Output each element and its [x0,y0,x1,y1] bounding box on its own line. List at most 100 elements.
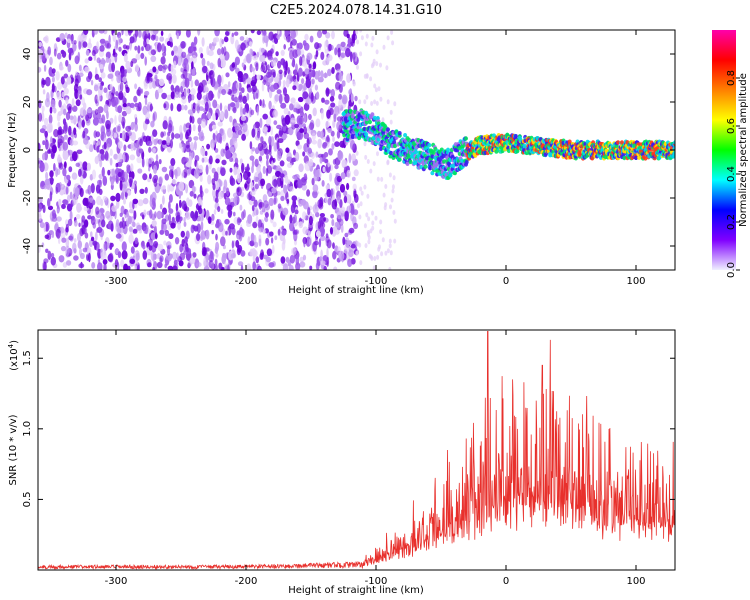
noise-point [88,252,91,263]
colorbar-tick-label: 0.2 [726,214,737,230]
noise-point [332,242,335,250]
noise-point [247,214,253,224]
noise-point [66,76,72,85]
noise-point [110,55,115,63]
noise-point [376,176,380,182]
noise-point [181,238,185,247]
noise-point [45,139,49,150]
noise-point [277,60,282,69]
noise-point [95,131,101,138]
noise-point [242,209,246,219]
noise-point [106,143,110,149]
noise-point [197,132,204,137]
noise-point [155,233,158,239]
noise-point [43,261,47,270]
noise-point [125,106,132,115]
noise-point [326,247,329,259]
noise-point [308,113,312,121]
noise-point [38,112,43,122]
noise-point [274,76,279,84]
signal-point [410,154,415,159]
noise-point [169,139,173,149]
noise-point [90,183,95,194]
noise-point [262,194,268,203]
noise-point [384,184,388,189]
noise-point [264,217,269,223]
noise-point [200,99,207,106]
signal-point [616,140,621,145]
noise-point [276,34,281,40]
noise-point [45,76,51,87]
noise-point [294,151,300,162]
noise-point [225,230,228,236]
noise-point [242,75,247,85]
noise-point [219,102,223,112]
noise-point [170,64,174,73]
noise-point [250,190,256,196]
noise-point [215,158,220,164]
noise-point [58,99,62,108]
noise-point [293,107,299,113]
noise-point [234,140,238,150]
noise-point [270,237,274,244]
noise-point [251,147,256,152]
noise-point [359,260,363,266]
noise-point [177,46,182,57]
noise-point [83,219,89,228]
noise-point [63,87,69,95]
noise-point [145,112,151,120]
noise-point [282,237,286,245]
noise-point [73,220,78,227]
noise-point [117,105,123,114]
noise-point [187,109,193,115]
noise-point [84,58,89,64]
noise-point [73,195,78,205]
noise-point [261,207,266,213]
noise-point [100,153,105,161]
noise-point [360,35,364,41]
noise-point [101,166,105,178]
noise-point [317,153,324,159]
noise-point [342,236,346,246]
noise-point [107,73,114,79]
noise-point [210,250,214,260]
noise-point [373,256,377,261]
noise-point [391,184,395,190]
noise-point [322,142,328,147]
noise-point [69,115,74,120]
noise-point [390,197,394,203]
noise-point [115,192,121,202]
noise-point [122,180,128,189]
noise-point [235,239,240,248]
noise-point [181,170,185,179]
noise-point [157,243,164,252]
noise-point [85,197,89,207]
noise-point [255,62,259,72]
noise-point [311,78,315,85]
noise-point [326,109,331,119]
colorbar-tick-label: 0.8 [726,70,737,86]
noise-point [196,105,200,114]
noise-point [177,221,181,231]
noise-point [190,88,196,96]
noise-point [81,224,86,235]
noise-point [320,109,324,120]
noise-point [261,251,264,258]
noise-point [374,87,378,93]
noise-point [220,236,226,247]
noise-point [172,74,177,84]
noise-point [388,266,392,270]
noise-point [327,197,332,206]
noise-point [285,30,291,35]
noise-point [330,88,335,98]
noise-point [363,141,367,147]
noise-point [142,250,148,260]
noise-point [340,52,346,58]
noise-point [211,142,215,151]
noise-point [45,171,49,181]
noise-point [180,190,183,196]
noise-point [140,241,144,248]
noise-point [207,112,212,120]
noise-point [319,130,324,139]
